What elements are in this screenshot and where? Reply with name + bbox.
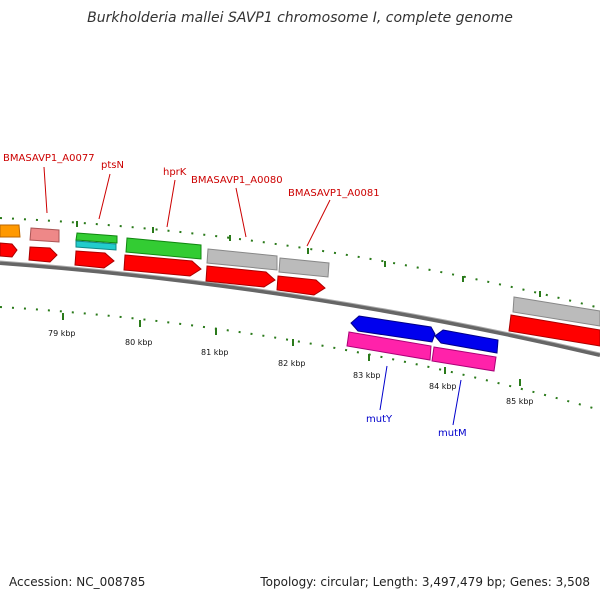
scale-label: 84 kbp <box>429 382 457 391</box>
gene-label-bmasavp1-a0081[interactable]: BMASAVP1_A0081 <box>288 188 380 199</box>
forward-leader-lines <box>43 166 331 247</box>
gene-label-hprk[interactable]: hprK <box>163 167 187 178</box>
leader-line <box>235 187 247 238</box>
scale-label: 81 kbp <box>201 348 229 357</box>
cyan-feature-ptsN[interactable] <box>75 240 117 251</box>
upper-major-ticks <box>76 221 541 297</box>
green-feature-ptsN[interactable] <box>75 232 118 244</box>
orange-feature[interactable] <box>0 224 21 238</box>
leader-line <box>43 166 48 214</box>
gene-label-bmasavp1-a0080[interactable]: BMASAVP1_A0080 <box>191 175 283 186</box>
gene-label-muty[interactable]: mutY <box>366 414 393 425</box>
cds-track <box>0 242 600 347</box>
pink-feature[interactable] <box>29 227 60 243</box>
genome-summary-text: Topology: circular; Length: 3,497,479 bp… <box>260 575 590 589</box>
gene-label-mutm[interactable]: mutM <box>438 428 467 439</box>
genome-backbone-highlight <box>0 260 600 354</box>
upper-tick-track <box>0 217 600 309</box>
blue-feature-mutY[interactable] <box>350 315 436 343</box>
genome-backbone <box>0 261 600 357</box>
red-cds[interactable] <box>0 242 18 258</box>
red-cds[interactable] <box>508 314 600 347</box>
gray-feature-right[interactable] <box>512 296 600 327</box>
upper-feature-track <box>0 224 600 327</box>
gene-label-ptsn[interactable]: ptsN <box>101 160 124 171</box>
red-cds[interactable] <box>276 275 326 296</box>
magenta-feature-mutM[interactable] <box>431 346 497 372</box>
blue-feature-mutM[interactable] <box>434 329 499 354</box>
scale-label: 83 kbp <box>353 371 381 380</box>
red-cds[interactable] <box>74 250 115 269</box>
reverse-leader-lines <box>379 365 462 426</box>
scale-label: 85 kbp <box>506 397 534 406</box>
scale-label: 80 kbp <box>125 338 153 347</box>
gray-feature-a0081[interactable] <box>278 257 330 278</box>
green-feature-hprK[interactable] <box>125 237 202 260</box>
lower-major-ticks <box>62 313 521 386</box>
leader-line <box>306 199 331 247</box>
lower-tick-track <box>0 306 600 411</box>
leader-line <box>166 179 176 228</box>
scale-label: 82 kbp <box>278 359 306 368</box>
leader-line <box>379 365 388 411</box>
leader-line <box>98 173 111 220</box>
red-cds[interactable] <box>205 265 276 288</box>
leader-line <box>452 379 462 426</box>
scale-label: 79 kbp <box>48 329 76 338</box>
red-cds[interactable] <box>123 254 202 277</box>
map-title: Burkholderia mallei SAVP1 chromosome I, … <box>87 10 513 26</box>
gray-feature-a0080[interactable] <box>206 248 278 271</box>
gene-label-bmasavp1-a0077[interactable]: BMASAVP1_A0077 <box>3 153 95 164</box>
accession-text: Accession: NC_008785 <box>9 575 146 589</box>
reverse-feature-track <box>346 315 499 372</box>
magenta-feature-mutY[interactable] <box>346 331 432 361</box>
red-cds[interactable] <box>28 246 58 263</box>
